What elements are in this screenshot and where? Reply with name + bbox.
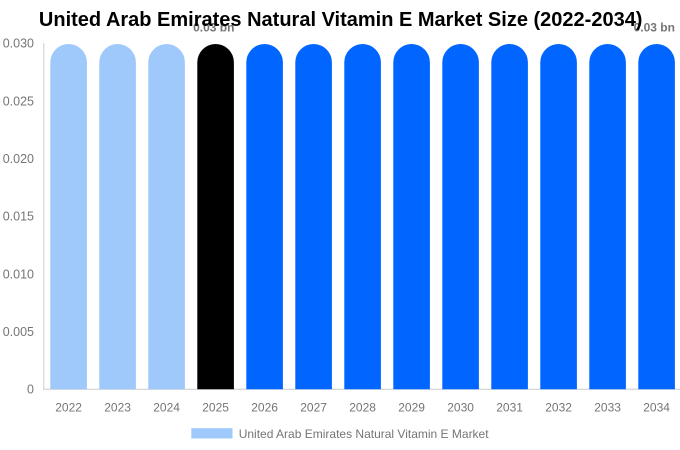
svg-text:2032: 2032 — [545, 400, 572, 414]
svg-text:2033: 2033 — [594, 400, 621, 414]
svg-text:2034: 2034 — [643, 400, 670, 414]
svg-text:0.015: 0.015 — [3, 210, 34, 224]
svg-text:2028: 2028 — [349, 400, 376, 414]
svg-text:0.030: 0.030 — [3, 37, 34, 51]
svg-text:0.005: 0.005 — [3, 325, 34, 339]
svg-text:0.025: 0.025 — [3, 94, 34, 108]
svg-text:United Arab Emirates Natural V: United Arab Emirates Natural Vitamin E M… — [39, 9, 643, 31]
svg-text:United Arab Emirates Natural V: United Arab Emirates Natural Vitamin E M… — [239, 427, 490, 441]
svg-text:0.03 bn: 0.03 bn — [193, 21, 234, 35]
svg-text:2024: 2024 — [153, 400, 180, 414]
svg-text:0.020: 0.020 — [3, 152, 34, 166]
svg-text:0.010: 0.010 — [3, 267, 34, 281]
svg-text:2027: 2027 — [300, 400, 327, 414]
svg-text:2031: 2031 — [496, 400, 523, 414]
svg-text:2029: 2029 — [398, 400, 425, 414]
svg-text:2023: 2023 — [104, 400, 131, 414]
svg-text:2025: 2025 — [202, 400, 229, 414]
svg-text:2030: 2030 — [447, 400, 474, 414]
svg-text:0: 0 — [27, 383, 34, 397]
svg-text:2026: 2026 — [251, 400, 278, 414]
svg-text:0.03 bn: 0.03 bn — [634, 21, 675, 35]
svg-text:2022: 2022 — [55, 400, 82, 414]
